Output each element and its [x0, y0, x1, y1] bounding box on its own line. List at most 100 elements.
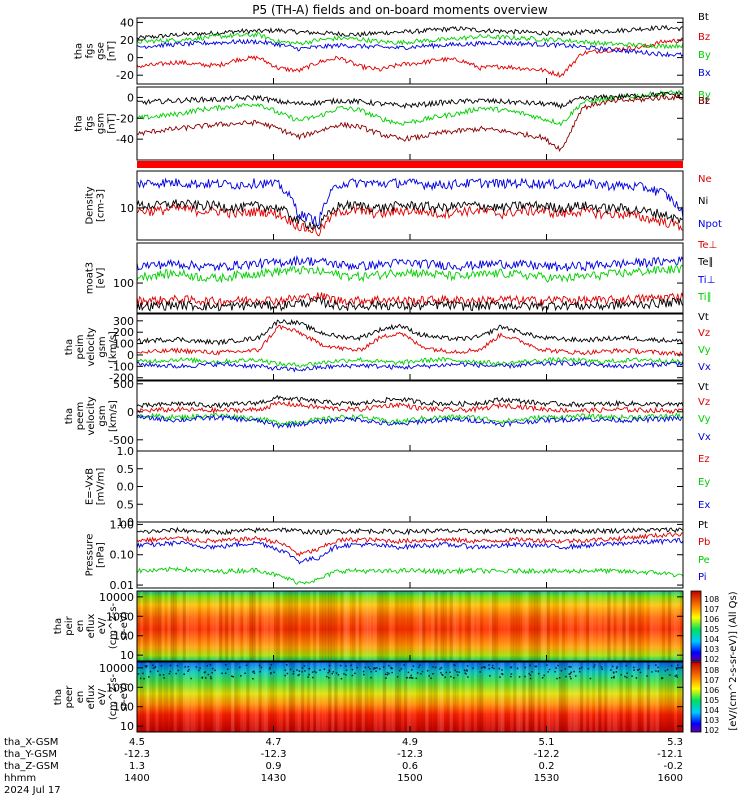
legend-efield-Ex: Ex — [698, 500, 710, 511]
spectrogram-stripe — [364, 662, 369, 732]
spectrogram-speck — [488, 667, 490, 670]
spectrogram-stripe — [261, 662, 265, 732]
spectrogram-speck — [319, 669, 321, 671]
spectrogram-speck — [154, 666, 157, 668]
spectrogram-speck — [184, 666, 186, 668]
spectrogram-stripe — [461, 591, 466, 661]
spectrogram-stripe — [579, 591, 584, 661]
spectrogram-stripe — [595, 591, 599, 661]
spectrogram-stripe — [400, 591, 405, 661]
spectrogram-speck — [142, 672, 144, 675]
spectrogram-stripe — [325, 591, 329, 661]
spectrogram-speck — [328, 670, 331, 673]
spectrogram-speck — [651, 671, 653, 673]
legend-temperature-Ti⊥: Ti⊥ — [697, 275, 715, 286]
series-density-Ne — [136, 203, 684, 237]
spectrogram-stripe — [182, 591, 187, 661]
spectrogram-stripe — [564, 591, 569, 661]
spectrogram-stripe — [543, 662, 547, 732]
spectrogram-stripe — [255, 662, 259, 732]
spectrogram-speck — [669, 674, 671, 676]
spectrogram-stripe — [585, 662, 590, 732]
spectrogram-speck — [440, 671, 442, 674]
legend-temperature-Te⊥: Te⊥ — [697, 240, 717, 251]
colorbar-tick: 102 — [704, 655, 719, 664]
spectrogram-speck — [312, 676, 314, 679]
legend-fgs_gse-By: By — [698, 50, 711, 61]
ytick-label: 0 — [127, 406, 134, 419]
legend-pressure-Pb: Pb — [698, 537, 710, 548]
spectrogram-speck — [400, 668, 403, 670]
spectrogram-stripe — [528, 591, 532, 661]
spectrogram-stripe — [237, 591, 241, 661]
panel-density: Ne Ni Npot 10 Density [cm-3] — [85, 170, 722, 241]
spectrogram-stripe — [664, 591, 669, 661]
spectrogram-stripe — [446, 662, 450, 732]
spectrogram-speck — [190, 677, 192, 680]
spectrogram-speck — [245, 664, 248, 667]
spectrogram-stripe — [273, 662, 278, 732]
legend-fgs_gse-Bt: Bt — [698, 12, 709, 23]
spectrogram-speck — [421, 670, 424, 673]
spectrogram-speck — [162, 674, 165, 676]
xaxis-row-label: tha_Y-GSM — [4, 749, 57, 760]
x-axis: tha_X-GSM 4.5 4.7 4.9 5.1 5.3 tha_Y-GSM -12.3 -1… — [4, 78, 684, 796]
spectrogram-stripe — [215, 591, 220, 661]
ytick-label: 0.5 — [117, 463, 135, 476]
xaxis-value: 1500 — [397, 773, 422, 784]
spectrogram-speck — [501, 673, 504, 676]
colorbar-tick: 104 — [704, 635, 719, 644]
spectrogram-speck — [384, 673, 387, 676]
spectrogram-speck — [199, 667, 201, 669]
spectrogram-stripe — [592, 591, 596, 661]
spectrogram-stripe — [592, 662, 596, 732]
spectrogram-speck — [231, 675, 233, 677]
spectrogram-speck — [326, 675, 328, 678]
spectrogram-stripe — [470, 591, 475, 661]
series-pressure-Pb — [136, 531, 684, 557]
xaxis-value: 5.1 — [539, 737, 555, 748]
spectrogram-stripe — [531, 591, 535, 661]
spectrogram-speck — [169, 670, 171, 673]
spectrogram-speck — [593, 666, 595, 668]
spectrogram-stripe — [306, 662, 311, 732]
spectrogram-stripe — [264, 591, 268, 661]
spectrogram-stripe — [352, 591, 356, 661]
spectrogram-speck — [637, 669, 639, 671]
spectrogram-speck — [149, 670, 152, 673]
spectrogram-stripe — [628, 662, 632, 732]
spectrogram-speck — [239, 666, 241, 669]
spectrogram-speck — [647, 667, 650, 669]
spectrogram-stripe — [413, 591, 417, 661]
ylabel-line: tha — [64, 408, 75, 424]
ytick-label: 0.5 — [117, 498, 135, 511]
ytick-label: 10000 — [99, 662, 134, 675]
spectrogram-stripe — [146, 591, 150, 661]
spectrogram-speck — [273, 671, 275, 674]
spectrogram-speck — [569, 672, 572, 675]
colorbar-tick: 107 — [704, 676, 719, 685]
spectrogram-speck — [160, 664, 163, 667]
spectrogram-speck — [343, 673, 345, 675]
ytick-label: -20 — [116, 69, 134, 82]
ylabel-line: gsm — [97, 336, 108, 357]
ylabel-line: [km/s] — [108, 331, 119, 363]
spectrogram-speck — [570, 666, 572, 668]
spectrogram-speck — [547, 671, 549, 673]
spectrogram-stripe — [604, 591, 608, 661]
spectrogram-stripe — [428, 662, 432, 732]
spectrogram-stripe — [158, 662, 162, 732]
xaxis-value: 1.3 — [129, 761, 145, 772]
spectrogram-speck — [555, 667, 557, 669]
spectrogram-stripe — [194, 591, 199, 661]
spectrogram-speck — [207, 673, 210, 676]
spectrogram-speck — [565, 675, 567, 678]
ylabel-line: en — [75, 691, 86, 704]
spectrogram-stripe — [358, 591, 362, 661]
spectrogram-speck — [253, 672, 256, 674]
spectrogram-stripe — [228, 662, 232, 732]
spectrogram-stripe — [285, 662, 290, 732]
spectrogram-stripe — [179, 591, 183, 661]
spectrogram-stripe — [655, 662, 660, 732]
spectrogram-stripe — [646, 662, 651, 732]
